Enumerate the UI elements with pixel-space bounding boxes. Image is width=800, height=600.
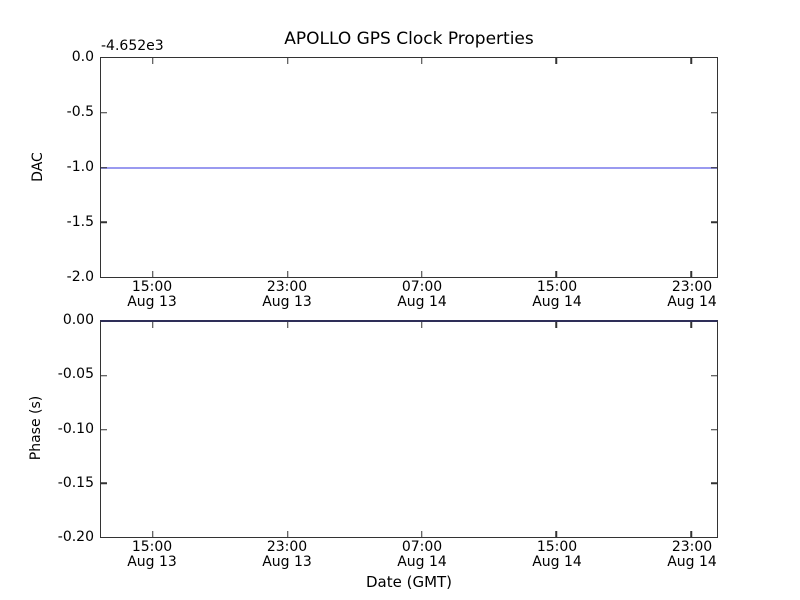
- x-tick-date: Aug 14: [532, 294, 582, 310]
- y-tick-label: 0.0: [71, 49, 94, 65]
- x-tick-time: 15:00: [536, 539, 578, 555]
- y-axis-label-dac: DAC: [30, 152, 46, 182]
- tick-mark: [690, 322, 692, 328]
- x-tick-date: Aug 14: [397, 294, 447, 310]
- x-tick-label: 23:00 Aug 14: [647, 280, 737, 310]
- tick-mark: [101, 166, 107, 169]
- y-axis-label-phase: Phase (s): [28, 395, 44, 461]
- y-tick-label: -0.15: [57, 475, 94, 491]
- x-tick-label: 23:00 Aug 13: [242, 280, 332, 310]
- y-tick-label: -0.5: [66, 104, 94, 120]
- tick-mark: [711, 112, 717, 114]
- x-tick-date: Aug 14: [532, 554, 582, 570]
- x-tick-label: 07:00 Aug 14: [377, 540, 467, 570]
- tick-mark: [690, 58, 692, 64]
- x-tick-label: 15:00 Aug 14: [512, 540, 602, 570]
- tick-mark: [421, 58, 423, 64]
- tick-mark: [286, 271, 289, 277]
- y-tick-label: -1.0: [66, 159, 94, 175]
- tick-mark: [711, 221, 717, 223]
- x-tick-time: 15:00: [536, 279, 578, 295]
- x-tick-date: Aug 14: [667, 294, 717, 310]
- dac-plot-area: [100, 57, 718, 278]
- tick-mark: [101, 112, 107, 114]
- phase-plot-area: [100, 320, 718, 538]
- x-tick-time: 23:00: [266, 279, 308, 295]
- x-tick-time: 07:00: [401, 539, 443, 555]
- tick-mark: [555, 531, 557, 537]
- x-tick-date: Aug 13: [262, 554, 312, 570]
- tick-mark: [101, 375, 107, 377]
- x-tick-date: Aug 13: [127, 554, 177, 570]
- tick-mark: [555, 58, 557, 64]
- x-tick-time: 23:00: [671, 539, 713, 555]
- x-tick-date: Aug 13: [262, 294, 312, 310]
- tick-mark: [421, 531, 423, 537]
- chart-title: APOLLO GPS Clock Properties: [284, 29, 534, 49]
- tick-mark: [286, 531, 289, 537]
- x-tick-date: Aug 14: [667, 554, 717, 570]
- x-tick-time: 23:00: [671, 279, 713, 295]
- tick-mark: [151, 271, 154, 277]
- x-tick-date: Aug 14: [397, 554, 447, 570]
- y-tick-label: -0.05: [57, 366, 94, 382]
- tick-mark: [151, 58, 154, 64]
- tick-mark: [711, 166, 717, 169]
- tick-mark: [286, 322, 289, 328]
- y-axis-offset-label: -4.652e3: [101, 38, 164, 54]
- x-tick-label: 15:00 Aug 14: [512, 280, 602, 310]
- x-tick-time: 07:00: [401, 279, 443, 295]
- tick-mark: [151, 322, 154, 328]
- x-tick-label: 07:00 Aug 14: [377, 280, 467, 310]
- x-tick-time: 15:00: [131, 539, 173, 555]
- tick-mark: [101, 482, 107, 484]
- x-tick-label: 15:00 Aug 13: [107, 280, 197, 310]
- x-tick-date: Aug 13: [127, 294, 177, 310]
- y-tick-label: -0.10: [57, 421, 94, 437]
- tick-mark: [286, 58, 289, 64]
- tick-mark: [421, 322, 423, 328]
- tick-mark: [711, 482, 717, 484]
- tick-mark: [421, 271, 423, 277]
- y-tick-label: -2.0: [66, 269, 94, 285]
- tick-mark: [690, 531, 692, 537]
- x-tick-label: 15:00 Aug 13: [107, 540, 197, 570]
- tick-mark: [711, 428, 717, 431]
- x-tick-label: 23:00 Aug 14: [647, 540, 737, 570]
- tick-mark: [555, 271, 557, 277]
- tick-mark: [101, 221, 107, 223]
- dac-data-line: [101, 166, 717, 169]
- y-tick-label: -0.20: [57, 529, 94, 545]
- tick-mark: [711, 375, 717, 377]
- tick-mark: [101, 428, 107, 431]
- tick-mark: [555, 322, 557, 328]
- x-tick-label: 23:00 Aug 13: [242, 540, 332, 570]
- x-tick-time: 15:00: [131, 279, 173, 295]
- x-tick-time: 23:00: [266, 539, 308, 555]
- tick-mark: [151, 531, 154, 537]
- tick-mark: [690, 271, 692, 277]
- y-tick-label: 0.00: [62, 312, 94, 328]
- x-axis-label: Date (GMT): [365, 573, 453, 591]
- y-tick-label: -1.5: [66, 214, 94, 230]
